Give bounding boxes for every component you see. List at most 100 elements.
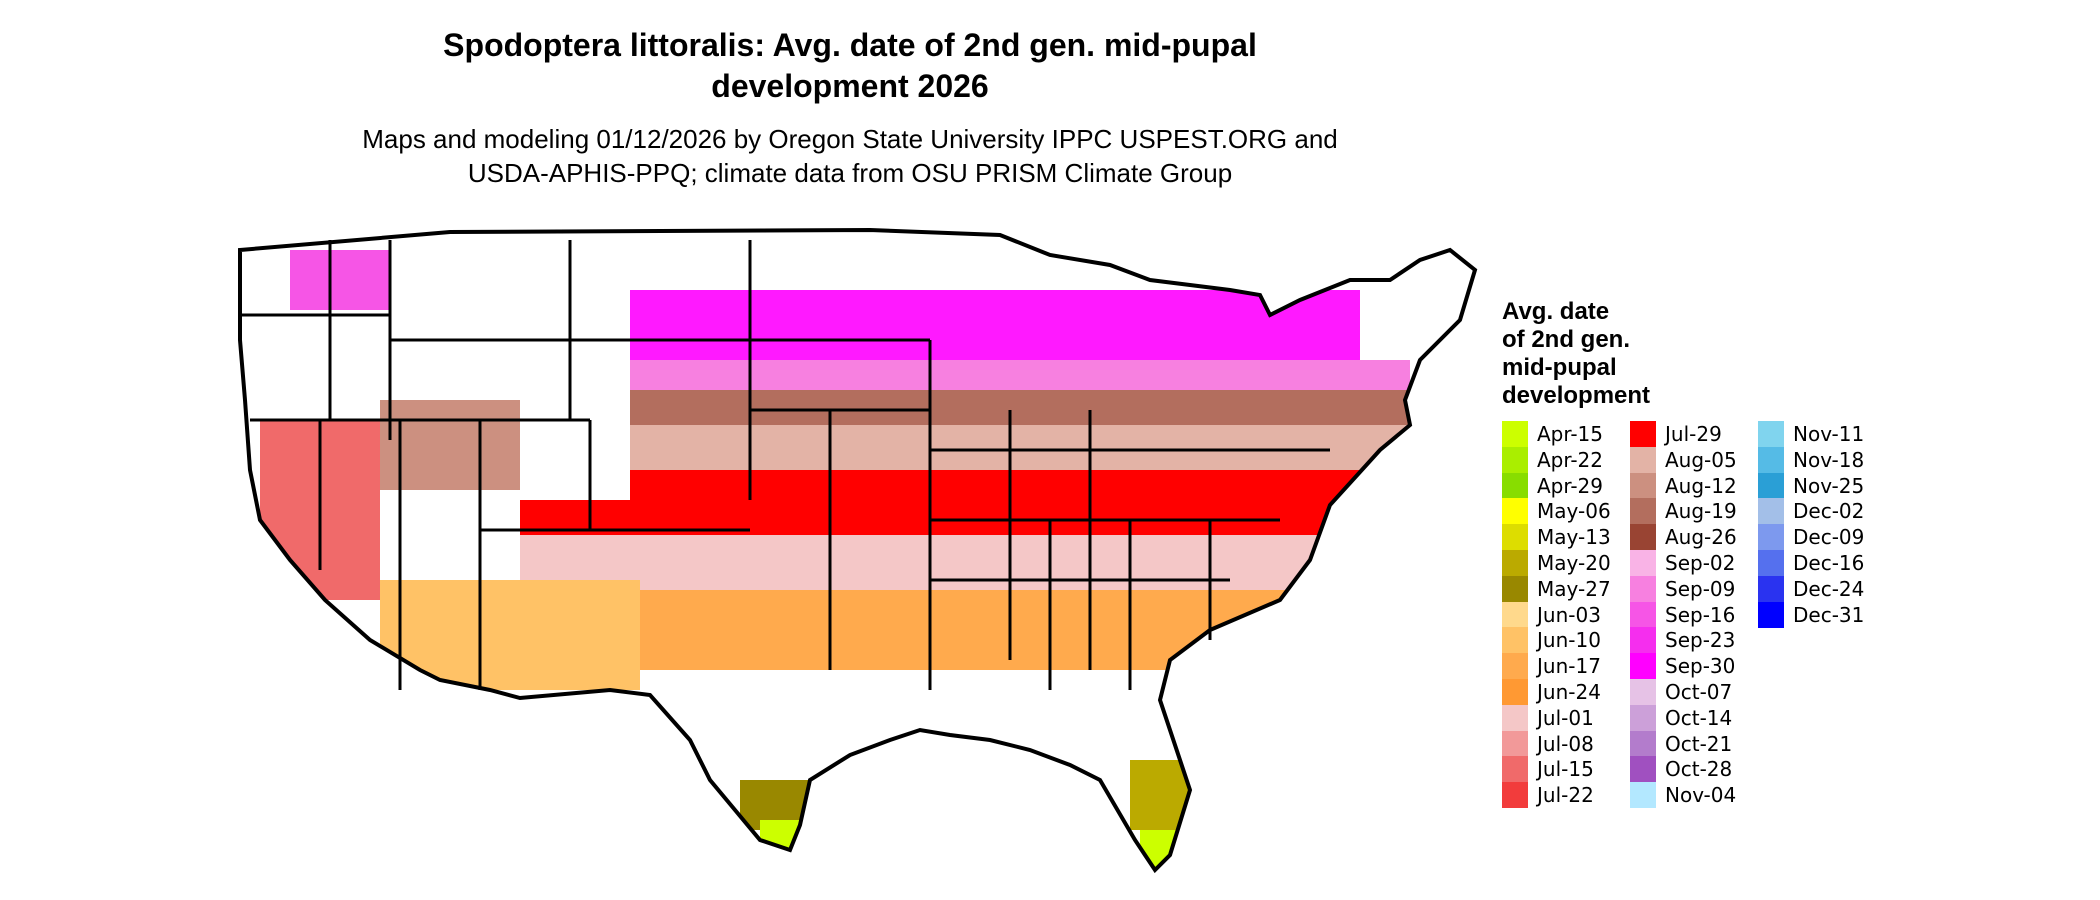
legend-item: Jul-08 xyxy=(1502,730,1594,757)
legend-item: Aug-05 xyxy=(1630,446,1737,473)
legend-item: Dec-31 xyxy=(1758,601,1865,628)
legend-swatch xyxy=(1758,472,1784,499)
legend-item: Sep-23 xyxy=(1630,627,1736,654)
legend-swatch xyxy=(1502,704,1528,731)
legend-item: Oct-28 xyxy=(1630,756,1733,783)
legend-label: Jul-01 xyxy=(1537,705,1594,730)
legend-swatch xyxy=(1630,601,1656,628)
legend-label: Apr-22 xyxy=(1537,447,1603,472)
legend-label: Nov-25 xyxy=(1793,473,1865,498)
legend-swatch xyxy=(1758,550,1784,576)
subtitle-line-1: Maps and modeling 01/12/2026 by Oregon S… xyxy=(362,124,1338,154)
legend-swatch xyxy=(1758,421,1784,447)
map-band-north-magenta xyxy=(600,290,1360,370)
legend-swatch xyxy=(1502,756,1528,783)
us-map xyxy=(238,227,1478,874)
legend-item: Oct-07 xyxy=(1630,679,1732,705)
legend-label: Nov-04 xyxy=(1665,783,1737,808)
legend-swatch xyxy=(1630,679,1656,705)
legend-label: Sep-23 xyxy=(1665,628,1736,653)
legend-item: Sep-02 xyxy=(1630,550,1735,576)
legend: Apr-15 Apr-22 Apr-29 May-06 May-13 May-20 May-… xyxy=(1502,421,1902,811)
legend-swatch xyxy=(1630,472,1656,499)
chart-title: Spodoptera littoralis: Avg. date of 2nd … xyxy=(300,25,1400,107)
map-band-texas-tip xyxy=(760,820,810,860)
legend-label: Jul-08 xyxy=(1537,731,1594,756)
legend-swatch xyxy=(1502,601,1528,628)
legend-label: Aug-05 xyxy=(1665,447,1737,472)
legend-swatch xyxy=(1502,627,1528,654)
legend-swatch xyxy=(1758,446,1784,473)
legend-label: May-06 xyxy=(1537,499,1611,524)
legend-title-line-4: development xyxy=(1502,382,1651,409)
legend-swatch xyxy=(1630,524,1656,551)
legend-swatch xyxy=(1502,730,1528,757)
title-line-2: development 2026 xyxy=(711,68,989,104)
legend-swatch xyxy=(1502,446,1528,473)
legend-item: May-13 xyxy=(1502,524,1611,551)
legend-swatch xyxy=(1630,730,1656,757)
legend-title: Avg. date of 2nd gen. mid-pupal developm… xyxy=(1502,298,1650,410)
legend-swatch xyxy=(1502,421,1528,447)
legend-label: Aug-26 xyxy=(1665,525,1737,550)
legend-item: May-27 xyxy=(1502,575,1611,602)
legend-label: Apr-15 xyxy=(1537,422,1603,446)
legend-swatch xyxy=(1502,679,1528,705)
legend-item: Jun-24 xyxy=(1502,679,1601,705)
legend-swatch xyxy=(1758,498,1784,525)
legend-swatch xyxy=(1630,653,1656,680)
legend-item: Jul-29 xyxy=(1630,421,1722,447)
legend-swatch xyxy=(1758,575,1784,602)
legend-label: Oct-07 xyxy=(1665,680,1733,704)
legend-item: Nov-11 xyxy=(1758,421,1864,447)
legend-label: Nov-18 xyxy=(1793,447,1865,472)
legend-label: May-13 xyxy=(1537,525,1611,550)
legend-swatch xyxy=(1502,550,1528,576)
legend-item: Dec-16 xyxy=(1758,550,1864,576)
legend-label: Oct-21 xyxy=(1665,731,1733,756)
legend-item: Aug-26 xyxy=(1630,524,1737,551)
legend-item: Apr-15 xyxy=(1502,421,1603,447)
legend-swatch xyxy=(1630,575,1656,602)
legend-label: Dec-16 xyxy=(1793,551,1865,575)
legend-label: Sep-09 xyxy=(1665,576,1736,601)
legend-label: May-20 xyxy=(1537,551,1611,575)
legend-item: Apr-22 xyxy=(1502,446,1603,473)
legend-label: Nov-11 xyxy=(1793,422,1865,446)
legend-label: Sep-30 xyxy=(1665,654,1736,679)
legend-label: Aug-19 xyxy=(1665,499,1737,524)
legend-item: Jul-15 xyxy=(1502,756,1594,783)
legend-label: Jul-15 xyxy=(1537,757,1594,782)
legend-title-line-1: Avg. date xyxy=(1502,298,1610,325)
legend-item: Jun-17 xyxy=(1502,653,1601,680)
legend-item: Jun-10 xyxy=(1502,627,1601,654)
legend-label: Jun-24 xyxy=(1537,680,1601,704)
legend-item: Dec-09 xyxy=(1758,524,1864,551)
legend-item: Dec-02 xyxy=(1758,498,1865,525)
legend-item: Jul-22 xyxy=(1502,782,1594,809)
legend-item: Sep-30 xyxy=(1630,653,1736,680)
legend-item: Nov-18 xyxy=(1758,446,1865,473)
legend-label: Oct-28 xyxy=(1665,757,1733,782)
legend-item: Oct-14 xyxy=(1630,704,1732,731)
legend-item: Nov-04 xyxy=(1630,782,1737,809)
legend-item: Oct-21 xyxy=(1630,730,1733,757)
legend-swatch xyxy=(1758,601,1784,628)
legend-label: Dec-02 xyxy=(1793,499,1865,524)
legend-swatch xyxy=(1630,421,1656,447)
legend-item: May-06 xyxy=(1502,498,1611,525)
legend-item: Dec-24 xyxy=(1758,575,1864,602)
legend-item: Sep-09 xyxy=(1630,575,1736,602)
legend-swatch xyxy=(1630,498,1656,525)
legend-swatch xyxy=(1758,524,1784,551)
chart-subtitle: Maps and modeling 01/12/2026 by Oregon S… xyxy=(300,122,1400,190)
legend-label: Jun-10 xyxy=(1537,628,1601,653)
legend-label: Sep-02 xyxy=(1665,551,1736,575)
legend-swatch xyxy=(1630,627,1656,654)
legend-label: Dec-31 xyxy=(1793,602,1865,627)
map-band-central-brown xyxy=(550,390,1450,430)
map-band-pnw-magenta xyxy=(290,250,390,310)
legend-item: Nov-25 xyxy=(1758,472,1865,499)
legend-item: May-20 xyxy=(1502,550,1611,576)
legend-swatch xyxy=(1502,472,1528,499)
